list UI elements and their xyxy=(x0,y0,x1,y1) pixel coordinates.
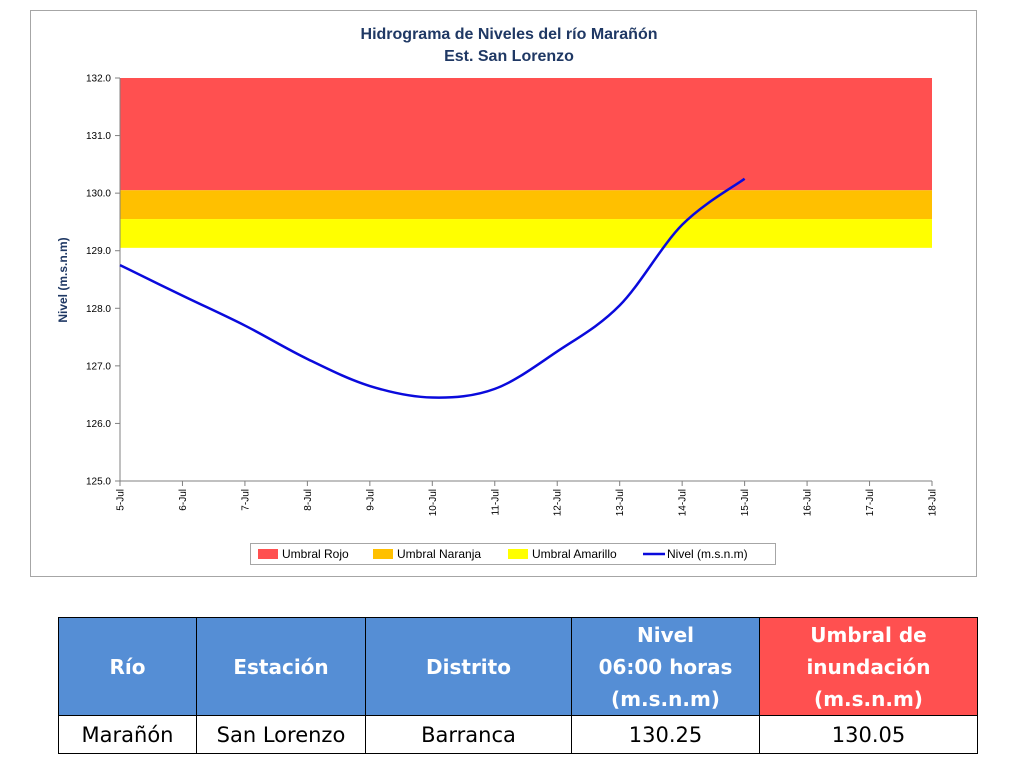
table-cell: 130.25 xyxy=(571,715,760,754)
table-cell: 130.05 xyxy=(759,715,978,754)
header-cell: Río xyxy=(58,617,197,716)
header-text: Río xyxy=(109,654,146,679)
data-table: Río Estación Distrito Nivel 06:00 horas (m.s.… xyxy=(58,617,978,754)
legend-swatch xyxy=(373,549,393,559)
x-tick-label: 13-Jul xyxy=(615,489,626,516)
x-tick-label: 5-Jul xyxy=(116,489,127,511)
legend-label: Nivel (m.s.n.m) xyxy=(667,547,748,561)
header-text: Umbral de xyxy=(810,622,927,647)
legend-label: Umbral Rojo xyxy=(282,547,349,561)
x-tick-label: 8-Jul xyxy=(303,489,314,511)
legend-swatch xyxy=(508,549,528,559)
x-tick-label: 7-Jul xyxy=(240,489,251,511)
y-tick-label: 130.0 xyxy=(86,189,111,200)
x-tick-label: 17-Jul xyxy=(865,489,876,516)
legend-label: Umbral Naranja xyxy=(397,547,481,561)
y-tick-label: 125.0 xyxy=(86,477,111,488)
y-tick-label: 126.0 xyxy=(86,419,111,430)
chart: Hidrograma de Niveles del río Marañón Es… xyxy=(30,10,977,577)
chart-subtitle: Est. San Lorenzo xyxy=(444,48,574,65)
x-tick-label: 10-Jul xyxy=(428,489,439,516)
header-text: inundación xyxy=(806,654,931,679)
legend-label: Umbral Amarillo xyxy=(532,547,617,561)
x-tick-label: 15-Jul xyxy=(740,489,751,516)
header-text: (m.s.n.m) xyxy=(814,686,923,711)
header-text: Estación xyxy=(233,654,329,679)
threshold-band xyxy=(120,78,932,191)
header-cell: Distrito xyxy=(365,617,572,716)
header-cell: Umbral de inundación (m.s.n.m) xyxy=(759,617,978,716)
table-cell: San Lorenzo xyxy=(196,715,366,754)
x-tick-label: 12-Jul xyxy=(553,489,564,516)
y-tick-label: 127.0 xyxy=(86,361,111,372)
header-row: Río Estación Distrito Nivel 06:00 horas (m.s.… xyxy=(58,617,978,716)
threshold-band xyxy=(120,219,932,248)
chart-title: Hidrograma de Niveles del río Marañón xyxy=(361,26,658,43)
y-tick-label: 132.0 xyxy=(86,74,111,85)
header-text: (m.s.n.m) xyxy=(611,686,720,711)
legend-swatch xyxy=(258,549,278,559)
y-tick-label: 128.0 xyxy=(86,304,111,315)
x-tick-label: 14-Jul xyxy=(678,489,689,516)
x-tick-label: 16-Jul xyxy=(803,489,814,516)
header-text: Nivel xyxy=(636,622,695,647)
table-cell: Barranca xyxy=(365,715,572,754)
y-tick-label: 129.0 xyxy=(86,246,111,257)
table-row: Marañón San Lorenzo Barranca 130.25 130.05 xyxy=(58,715,978,754)
header-text: Distrito xyxy=(426,654,511,679)
x-tick-label: 9-Jul xyxy=(365,489,376,511)
header-text: 06:00 horas xyxy=(598,654,733,679)
header-cell: Nivel 06:00 horas (m.s.n.m) xyxy=(571,617,760,716)
x-tick-label: 6-Jul xyxy=(178,489,189,511)
table-cell: Marañón xyxy=(58,715,197,754)
x-tick-label: 11-Jul xyxy=(490,489,501,516)
header-cell: Estación xyxy=(196,617,366,716)
x-tick-label: 18-Jul xyxy=(928,489,939,516)
y-axis-label: Nivel (m.s.n.m) xyxy=(56,237,70,322)
y-tick-label: 131.0 xyxy=(86,131,111,142)
line-series xyxy=(119,177,746,399)
threshold-band xyxy=(120,190,932,220)
